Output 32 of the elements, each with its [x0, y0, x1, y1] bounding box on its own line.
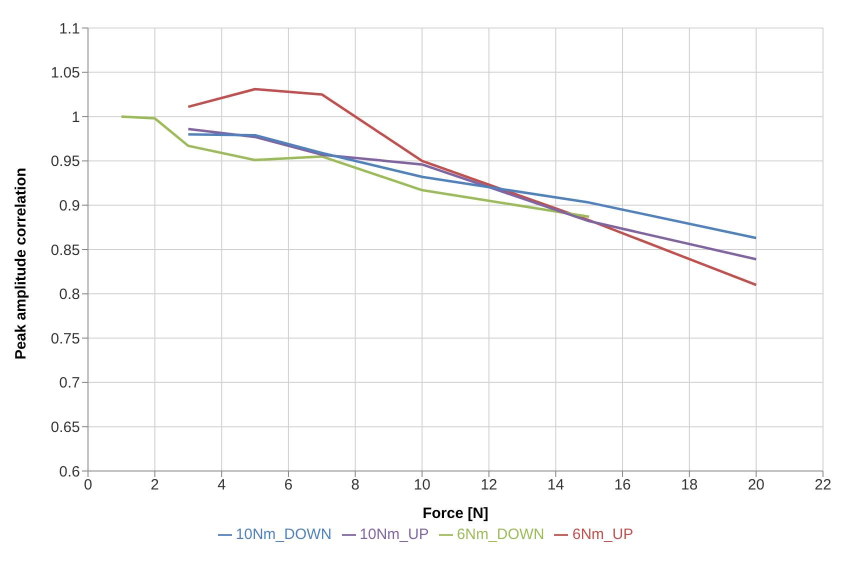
y-tick-label: 0.6: [59, 463, 80, 480]
x-tick-label: 22: [814, 476, 832, 494]
x-tick-label: 2: [150, 476, 159, 494]
y-tick-label: 0.75: [50, 330, 80, 348]
line-series: [186, 88, 758, 286]
x-axis-title: Force [N]: [422, 505, 488, 522]
y-tick-label: 0.8: [59, 286, 80, 304]
line-series: [186, 133, 758, 240]
y-tick-label: 1: [72, 108, 80, 126]
y-tick-label: 1.05: [50, 64, 80, 82]
x-tick-label: 14: [547, 476, 564, 494]
x-tick-label: 10: [414, 476, 430, 494]
x-tick-label: 4: [217, 476, 226, 494]
legend-label: 10Nm_DOWN: [236, 526, 332, 543]
x-tick-label: 20: [748, 476, 765, 494]
x-tick-label: 12: [480, 476, 498, 494]
x-tick-label: 18: [681, 476, 698, 494]
x-tick-label: 0: [84, 476, 92, 494]
legend-label: 6Nm_DOWN: [456, 526, 544, 543]
legend-label: 10Nm_UP: [360, 526, 429, 543]
y-axis-title: Peak amplitude correlation: [12, 168, 30, 360]
x-tick-label: 16: [614, 476, 631, 494]
y-tick-label: 1.1: [59, 20, 80, 38]
y-tick-label: 0.7: [59, 374, 80, 392]
y-tick-label: 0.95: [50, 153, 80, 170]
x-tick-label: 8: [351, 476, 360, 494]
y-tick-label: 0.9: [59, 198, 80, 215]
legend-label: 6Nm_UP: [572, 526, 634, 543]
y-tick-label: 0.65: [50, 419, 80, 436]
y-tick-label: 0.85: [50, 242, 80, 259]
x-tick-label: 6: [284, 476, 293, 494]
line-series: [120, 115, 590, 218]
